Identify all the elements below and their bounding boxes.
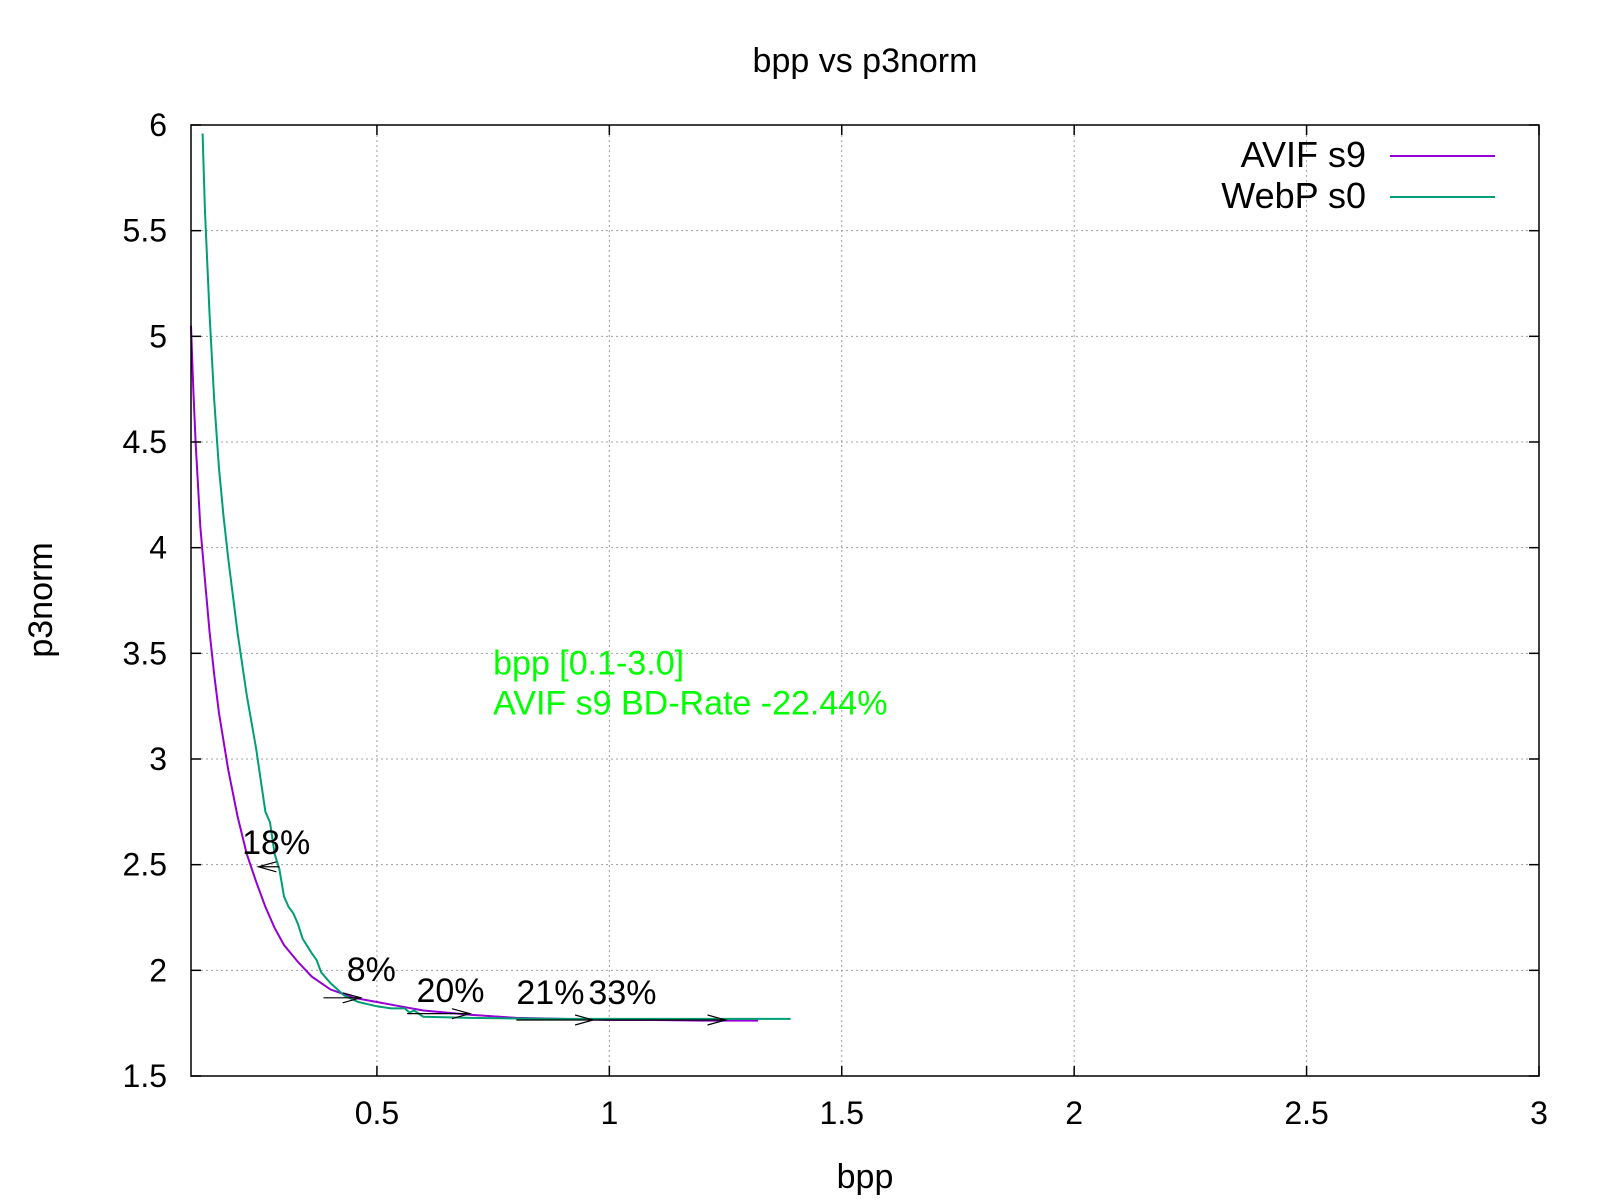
y-tick-label: 6	[149, 107, 167, 143]
plot-frame	[190, 124, 1540, 1077]
bd-arrow	[593, 1014, 728, 1026]
x-axis-label: bpp	[837, 1158, 894, 1196]
x-tick-label: 0.5	[355, 1095, 399, 1131]
series-layer	[190, 133, 791, 1022]
bd-percent-label: 8%	[347, 951, 396, 989]
bd-rate-value-text: AVIF s9 BD-Rate -22.44%	[493, 684, 887, 722]
bd-rate-annotation: bpp [0.1-3.0] AVIF s9 BD-Rate -22.44%	[493, 644, 887, 722]
x-tick-label: 1.5	[820, 1095, 864, 1131]
x-tick-label: 2	[1065, 1095, 1083, 1131]
y-tick-label: 1.5	[123, 1058, 167, 1094]
y-tick-label: 4.5	[123, 424, 167, 460]
arrow-layer	[256, 861, 728, 1026]
legend-label-webp: WebP s0	[1221, 175, 1366, 216]
y-tick-label: 2	[149, 952, 167, 988]
legend-label-avif: AVIF s9	[1241, 134, 1366, 175]
y-tick-label: 5.5	[123, 213, 167, 249]
series-line-1	[201, 133, 791, 1020]
y-tick-label: 3.5	[123, 635, 167, 671]
bd-arrow	[516, 1014, 596, 1026]
annotation-layer: 18% 8% 20% 21% 33%	[242, 824, 656, 1012]
x-tick-label: 2.5	[1284, 1095, 1328, 1131]
bd-percent-label: 20%	[416, 972, 484, 1010]
chart-title: bpp vs p3norm	[753, 42, 978, 80]
y-tick-label: 5	[149, 318, 167, 354]
x-tick-label: 1	[600, 1095, 618, 1131]
x-tick-label: 3	[1530, 1095, 1548, 1131]
y-tick-label: 4	[149, 530, 167, 566]
legend: AVIF s9 WebP s0	[1221, 134, 1495, 216]
grid-layer	[191, 125, 1539, 1076]
bd-rate-range-text: bpp [0.1-3.0]	[493, 644, 684, 682]
bd-arrow	[256, 861, 280, 873]
y-tick-label: 2.5	[123, 847, 167, 883]
y-axis-label: p3norm	[22, 542, 60, 657]
y-tick-label: 3	[149, 741, 167, 777]
bd-percent-label: 33%	[588, 974, 656, 1012]
bd-arrow	[407, 1008, 473, 1020]
bd-percent-label: 21%	[516, 974, 584, 1012]
bd-percent-label: 18%	[242, 824, 310, 862]
tick-layer: 1.5 2 2.5 3 3.5 4 4.5 5 5.5 6 0.5 1 1.5 2 2.5 3	[123, 107, 1548, 1131]
bd-arrow	[323, 992, 363, 1004]
